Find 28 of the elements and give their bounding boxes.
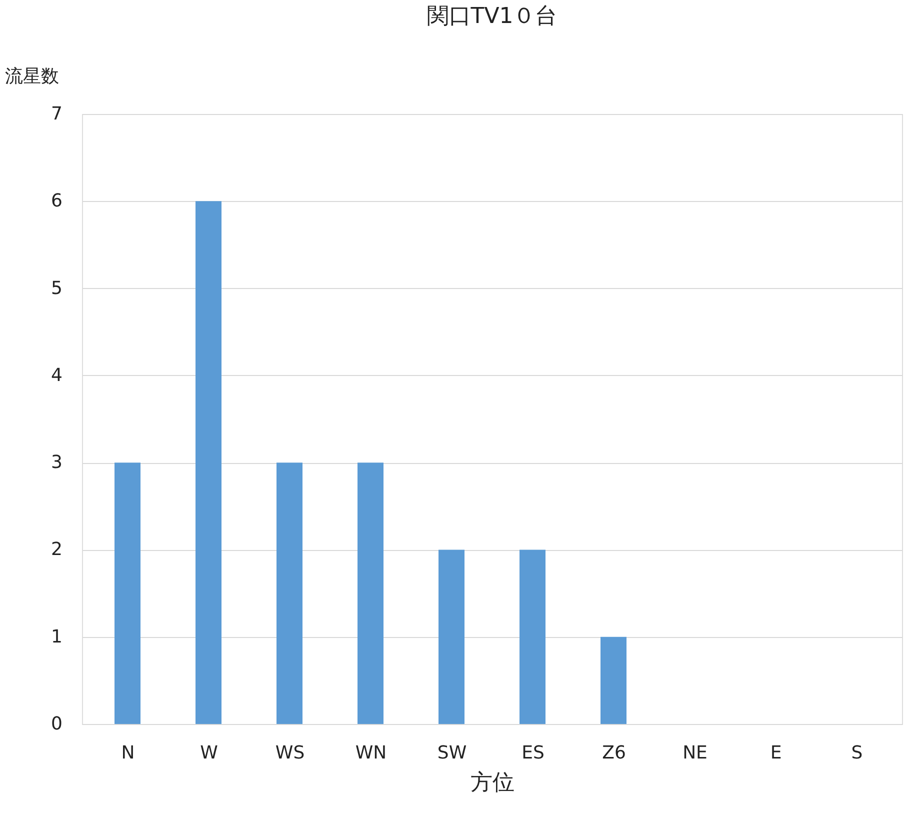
bar: [600, 636, 626, 724]
x-tick-label: S: [851, 742, 863, 764]
x-tick-label: N: [121, 742, 135, 764]
bar: [196, 201, 222, 724]
x-axis-title: 方位: [470, 770, 514, 796]
bar: [520, 550, 546, 724]
y-axis-title: 流星数: [5, 66, 59, 87]
bar: [358, 462, 384, 724]
x-tick-label: Z6: [602, 742, 626, 764]
bar: [438, 550, 464, 724]
x-tick-label: SW: [437, 742, 467, 764]
bar: [114, 462, 140, 724]
y-tick-label: 1: [51, 626, 62, 648]
y-tick-label: 0: [51, 714, 62, 734]
y-tick-label: 7: [51, 104, 62, 124]
x-tick-label: E: [770, 742, 782, 764]
x-tick-label: ES: [522, 742, 544, 764]
x-tick-label: WN: [355, 742, 387, 764]
y-tick-label: 3: [51, 452, 62, 474]
bar: [276, 462, 302, 724]
y-tick-label: 5: [51, 278, 62, 299]
y-tick-label: 2: [51, 539, 62, 560]
y-tick-label: 6: [51, 190, 62, 212]
chart-title: 関口TV1０台: [426, 4, 558, 29]
x-tick-label: NE: [682, 742, 708, 764]
y-tick-label: 4: [51, 364, 62, 386]
x-tick-label: WS: [275, 742, 305, 764]
x-tick-label: W: [200, 742, 218, 764]
